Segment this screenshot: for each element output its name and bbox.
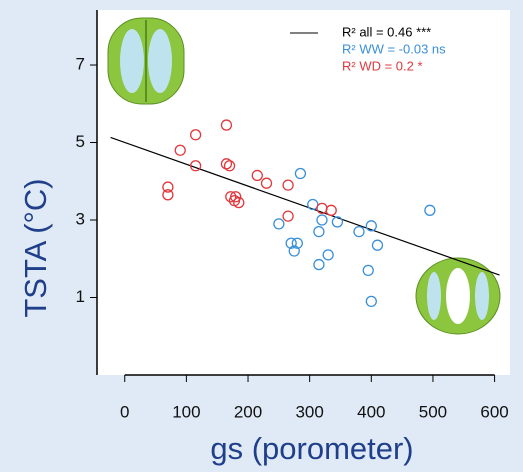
legend-entry: R² WD = 0.2 *	[342, 58, 423, 73]
point	[189, 129, 202, 141]
point	[291, 237, 303, 249]
point	[282, 210, 294, 222]
x-tick-label: 200	[234, 402, 262, 421]
point	[424, 204, 436, 216]
x-tick-label: 300	[295, 402, 323, 421]
x-axis-title: gs (porometer)	[210, 431, 413, 466]
legend: R² all = 0.46 *** R² WW = -0.03 ns R² WD…	[290, 24, 446, 73]
point	[371, 239, 384, 251]
point	[220, 158, 233, 170]
point	[365, 220, 377, 232]
legend-entry: R² WW = -0.03 ns	[342, 41, 446, 56]
y-tick-label: 5	[76, 132, 85, 151]
x-tick-label: 400	[357, 402, 385, 421]
point	[285, 237, 297, 249]
point	[282, 179, 294, 191]
point	[251, 169, 263, 182]
point	[220, 119, 233, 131]
point	[260, 177, 273, 189]
point	[365, 295, 377, 308]
point	[331, 216, 344, 228]
point	[162, 189, 174, 201]
y-axis-title: TSTA (°C)	[18, 178, 53, 317]
point	[313, 258, 325, 271]
point	[230, 191, 242, 203]
point	[288, 245, 300, 257]
x-tick-label: 600	[480, 402, 508, 421]
fit-line	[110, 136, 500, 276]
point	[322, 249, 334, 261]
point	[313, 225, 325, 238]
point	[273, 218, 285, 230]
y-tick-label: 1	[76, 287, 85, 306]
point	[223, 160, 236, 172]
point	[325, 204, 337, 216]
point	[294, 167, 307, 180]
y-tick-label: 7	[76, 55, 85, 74]
stoma-open	[415, 257, 501, 335]
point	[353, 225, 365, 238]
x-tick-label: 500	[419, 402, 447, 421]
x-tick-label: 100	[172, 402, 200, 421]
point	[316, 214, 328, 226]
y-tick-label: 3	[76, 209, 85, 228]
point	[233, 196, 245, 209]
point	[189, 160, 202, 172]
point	[174, 144, 186, 156]
x-tick-label: 0	[120, 402, 129, 421]
point	[307, 198, 319, 211]
point	[362, 264, 374, 277]
stoma-closed	[107, 17, 185, 105]
legend-entry: R² all = 0.46 ***	[342, 24, 431, 39]
point	[225, 191, 237, 203]
point	[162, 181, 174, 193]
